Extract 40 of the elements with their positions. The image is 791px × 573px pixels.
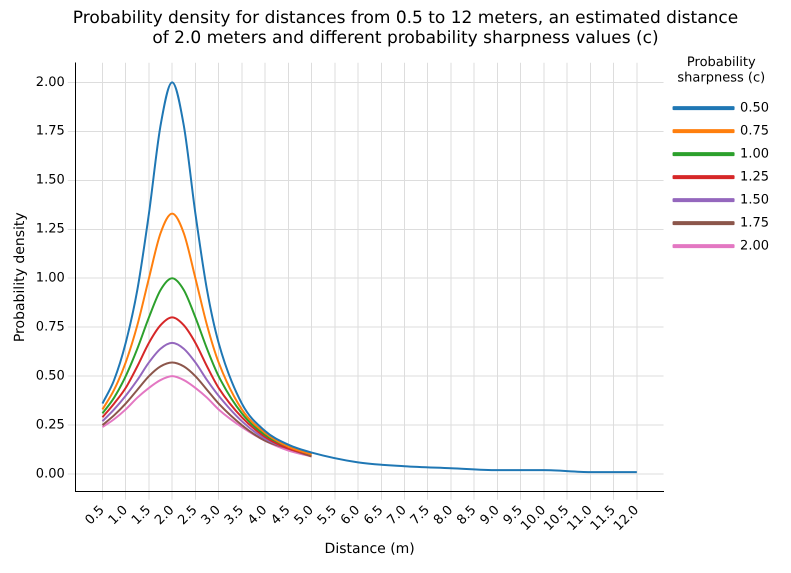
y-tick-label: 0.50 (36, 368, 65, 384)
x-tick-label: 0.5 (82, 502, 108, 528)
y-tick-label: 0.75 (36, 320, 65, 335)
line-series (101, 212, 313, 456)
x-axis-title: Distance (m) (324, 541, 415, 558)
x-tick-label: 7.0 (384, 502, 410, 528)
y-tick-label: 2.00 (36, 74, 65, 90)
y-tick-label: 0.00 (36, 466, 65, 482)
x-tick-label: 6.0 (338, 502, 364, 528)
y-tick-label: 1.75 (36, 124, 65, 139)
x-tick-label: 3.5 (222, 502, 248, 528)
x-tick-label: 1.5 (128, 502, 154, 528)
x-tick-label: 4.5 (268, 502, 294, 528)
legend-label: 1.50 (740, 192, 770, 208)
x-tick-label: 5.0 (292, 502, 317, 528)
y-tick-label: 1.25 (36, 222, 65, 237)
y-tick-label: 1.50 (36, 172, 65, 188)
x-tick-label: 6.5 (361, 502, 386, 528)
legend-label: 0.50 (740, 100, 770, 116)
y-tick-label: 0.25 (36, 417, 65, 432)
x-tick-label: 5.5 (314, 502, 340, 528)
x-tick-label: 4.0 (245, 502, 270, 528)
x-tick-label: 9.0 (477, 502, 503, 528)
line-series (101, 81, 638, 474)
legend-label: 2.00 (740, 238, 770, 254)
x-tick-label: 3.0 (198, 502, 224, 528)
y-axis-title: Probability density (12, 212, 28, 342)
x-tick-label: 8.0 (430, 502, 456, 528)
legend-title: Probability sharpness (c) (677, 54, 766, 86)
x-tick-label: 7.5 (408, 502, 433, 528)
legend-label: 1.00 (740, 146, 770, 162)
x-tick-label: 2.0 (152, 502, 178, 528)
legend-label: 1.25 (740, 169, 770, 184)
x-tick-label: 2.5 (175, 502, 201, 528)
chart-title: Probability density for distances from 0.5 to 12 meters, an estimated distance of 2.0 meters and different probability sharpness values (c) (72, 8, 740, 50)
legend-label: 1.75 (740, 215, 770, 230)
y-tick-label: 1.00 (36, 270, 65, 286)
x-tick-label: 8.5 (454, 502, 480, 528)
x-tick-label: 1.0 (106, 502, 131, 528)
legend-label: 0.75 (740, 123, 770, 138)
